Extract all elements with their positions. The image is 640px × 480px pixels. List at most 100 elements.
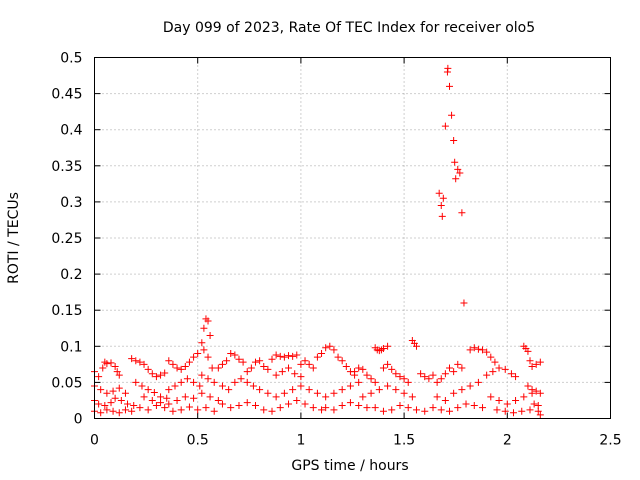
data-point: [528, 386, 536, 394]
data-point: [487, 353, 495, 361]
data-point: [309, 404, 317, 412]
data-point: [479, 346, 487, 354]
data-point: [256, 357, 264, 365]
data-point: [326, 342, 334, 350]
data-point: [330, 346, 338, 354]
data-point: [243, 399, 251, 407]
y-tick-label: 0.4: [60, 123, 82, 139]
data-point: [251, 402, 259, 410]
data-point: [503, 400, 511, 408]
data-point: [103, 360, 111, 368]
y-tick-label: 0.1: [60, 339, 82, 355]
data-point: [384, 360, 392, 368]
data-point: [165, 386, 173, 394]
data-point: [140, 360, 148, 368]
data-point: [173, 364, 181, 372]
data-point: [392, 370, 400, 378]
data-point: [363, 371, 371, 379]
data-point: [421, 373, 429, 381]
data-point: [305, 360, 313, 368]
data-point: [97, 409, 105, 417]
data-point: [367, 375, 375, 383]
data-point: [396, 373, 404, 381]
data-point: [206, 393, 214, 401]
data-point: [489, 368, 497, 376]
data-point: [190, 353, 198, 361]
data-point: [148, 396, 156, 404]
data-point: [536, 358, 544, 366]
data-point: [466, 346, 474, 354]
data-point: [493, 406, 501, 414]
data-point: [438, 212, 446, 220]
plot-frame: [94, 57, 611, 419]
data-point: [276, 352, 284, 360]
data-point: [128, 355, 136, 363]
data-point: [441, 370, 449, 378]
data-point: [165, 357, 173, 365]
data-point: [204, 375, 212, 383]
data-point: [144, 386, 152, 394]
data-point: [534, 402, 542, 410]
data-point: [231, 351, 239, 359]
data-point: [458, 209, 466, 217]
data-point: [272, 371, 280, 379]
data-point: [379, 344, 387, 352]
data-point: [305, 386, 313, 394]
data-point: [454, 404, 462, 412]
y-axis-label: ROTI / TECUs: [6, 192, 22, 284]
data-point: [446, 82, 454, 90]
data-point: [231, 378, 239, 386]
data-point: [190, 378, 198, 386]
data-point: [260, 363, 268, 371]
data-point: [130, 402, 138, 410]
data-point: [115, 384, 123, 392]
data-point: [346, 399, 354, 407]
data-point: [483, 348, 491, 356]
data-point: [115, 371, 123, 379]
data-point: [454, 165, 462, 173]
data-point: [194, 406, 202, 414]
data-point: [171, 382, 179, 390]
data-point: [518, 407, 526, 415]
data-point: [97, 386, 105, 394]
data-point: [446, 407, 454, 415]
y-tick-label: 0.45: [51, 87, 82, 103]
data-point: [421, 407, 429, 415]
data-point: [264, 365, 272, 373]
data-point: [412, 406, 420, 414]
data-point: [278, 368, 286, 376]
data-point: [268, 355, 276, 363]
data-point: [218, 400, 226, 408]
axis-ticks: 0 0.05 0.1 0.15 0.2 0.25 0.3 0.35 0.4 0.45 0.5 0 0.5…: [51, 51, 621, 449]
data-point: [429, 404, 437, 412]
x-tick-label: 1.5: [393, 433, 415, 449]
data-point: [115, 409, 123, 417]
data-point: [297, 382, 305, 390]
data-point: [206, 331, 214, 339]
data-point: [512, 373, 520, 381]
data-point: [495, 396, 503, 404]
data-point: [528, 363, 536, 371]
data-point: [450, 137, 458, 145]
data-point: [388, 406, 396, 414]
data-point: [214, 364, 222, 372]
data-point: [338, 402, 346, 410]
data-point: [285, 352, 293, 360]
data-point: [289, 386, 297, 394]
data-point: [441, 396, 449, 404]
data-point: [536, 411, 544, 419]
data-point: [379, 407, 387, 415]
data-point: [169, 360, 177, 368]
data-point: [272, 351, 280, 359]
data-point: [375, 386, 383, 394]
data-point: [157, 399, 165, 407]
data-point: [501, 365, 509, 373]
data-point: [163, 394, 171, 402]
data-point: [101, 402, 109, 410]
data-point: [425, 375, 433, 383]
data-point: [204, 353, 212, 361]
data-point: [157, 371, 165, 379]
data-point: [214, 396, 222, 404]
data-point: [208, 364, 216, 372]
data-point: [441, 122, 449, 130]
